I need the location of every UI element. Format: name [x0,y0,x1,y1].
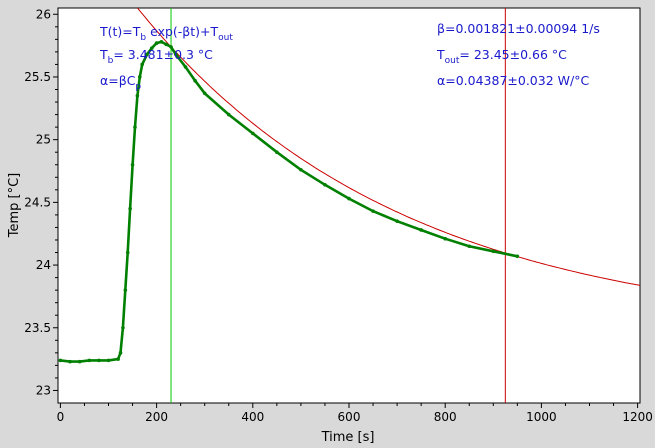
data-point [193,78,197,83]
y-tick-label: 26 [36,7,51,21]
data-point [87,358,92,363]
y-axis: 23 23.5 24 24.5 25 25.5 26 [24,7,58,397]
data-point [149,46,154,50]
x-tick-label: 200 [145,410,168,424]
y-axis-label: Temp [°C] [7,173,22,239]
y-tick-label: 24 [36,258,51,272]
data-point [58,358,63,363]
vertical-markers [170,8,506,403]
data-point [169,45,173,49]
data-point [159,40,164,44]
plot-background [57,7,641,404]
data-point [133,125,137,129]
y-tick-label: 23.5 [24,321,51,335]
data-point [145,52,149,57]
fit-curve [136,8,640,286]
data-point [140,62,144,67]
data-point [164,42,169,47]
measured-data-points [58,40,520,364]
data-point [419,228,423,232]
data-point [118,351,123,355]
data-point [467,244,472,249]
data-point [68,359,72,364]
data-point [128,206,132,211]
annotation-tb: Tb= 3.481±0.3 °C [99,47,213,66]
data-point [251,131,255,136]
x-tick-label: 400 [241,410,264,424]
data-point [371,209,375,213]
data-point [515,254,520,259]
annotation-model: T(t)=Tb exp(-βt)+Tout [99,24,233,43]
data-point [226,112,231,117]
data-point [137,75,142,79]
annotation-alpha-value: α=0.04387±0.032 W/°C [437,73,589,88]
x-axis: 0 200 400 600 800 1000 1200 [57,403,653,424]
y-tick-label: 24.5 [24,195,51,209]
data-point [395,219,399,223]
annotations: T(t)=Tb exp(-βt)+Tout Tb= 3.481±0.3 °C α… [99,21,600,92]
x-tick-label: 800 [434,410,457,424]
annotation-beta: β=0.001821±0.00094 1/s [437,21,600,36]
plot-area [58,8,640,403]
data-point [116,357,120,361]
x-tick-label: 600 [338,410,361,424]
y-tick-label: 25.5 [24,70,51,84]
data-point [77,359,82,364]
x-tick-label: 0 [57,410,65,424]
y-tick-label: 23 [36,383,51,397]
data-point [347,196,351,201]
x-tick-label: 1000 [526,410,557,424]
data-point [130,162,135,167]
data-point [323,183,327,187]
data-point [202,91,207,96]
annotation-alpha-def: α=βCp [100,73,141,92]
data-point [183,65,188,69]
data-point [106,358,111,363]
measured-data-trace [60,40,518,363]
data-point [125,250,130,255]
data-point [154,41,159,45]
data-point [121,325,125,330]
data-point [299,167,303,172]
data-point [97,358,101,363]
data-point [443,236,447,241]
data-point [491,249,496,254]
y-tick-label: 25 [36,133,51,147]
x-axis-label: Time [s] [321,430,375,445]
annotation-tout: Tout= 23.45±0.66 °C [436,47,567,66]
data-point [174,52,178,57]
x-tick-label: 1200 [622,410,653,424]
data-point [275,150,279,155]
data-point [135,93,140,98]
data-point [123,288,128,292]
